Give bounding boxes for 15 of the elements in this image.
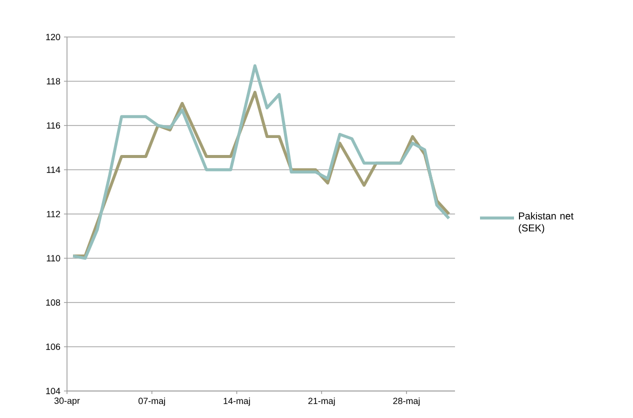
y-tick-label: 110 bbox=[46, 255, 60, 262]
x-tick-label: 30-apr bbox=[54, 398, 80, 406]
legend-label: Pakistan net (SEK) bbox=[518, 212, 574, 234]
y-tick-label: 120 bbox=[46, 34, 60, 40]
y-tick-label: 118 bbox=[46, 78, 60, 84]
y-tick-label: 106 bbox=[46, 344, 60, 350]
y-tick-label: 104 bbox=[46, 388, 60, 394]
x-tick-label: 28-maj bbox=[393, 398, 420, 406]
y-tick-label: 116 bbox=[46, 122, 60, 129]
x-tick-label: 07-maj bbox=[138, 398, 165, 406]
y-tick-label: 114 bbox=[46, 166, 60, 173]
y-tick-label: 112 bbox=[46, 210, 60, 218]
x-tick-label: 14-maj bbox=[224, 398, 250, 406]
x-tick-label: 21-maj bbox=[308, 398, 335, 406]
y-tick-label: 108 bbox=[46, 299, 60, 306]
